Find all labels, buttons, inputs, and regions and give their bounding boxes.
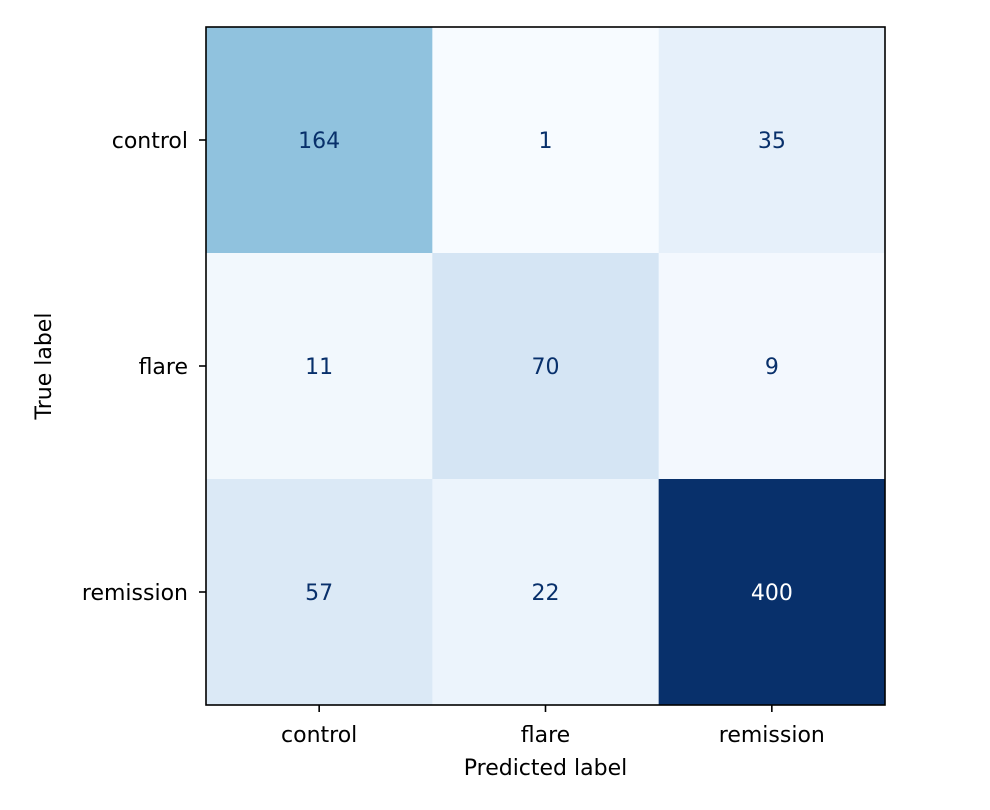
heatmap-cell-value: 1 (539, 129, 553, 154)
heatmap-cell (432, 253, 660, 480)
heatmap-cell (206, 27, 433, 254)
heatmap-cell-value: 9 (765, 355, 779, 380)
heatmap-cell (432, 27, 660, 254)
heatmap-cell-value: 57 (305, 581, 333, 606)
heatmap-cell-labels: 164 1 35 11 70 9 57 22 400 (298, 129, 793, 606)
heatmap-cell-value: 400 (751, 581, 793, 606)
heatmap-cell (206, 479, 433, 706)
y-axis-ticks: control flare remission (82, 129, 206, 606)
heatmap-cell (432, 479, 660, 706)
x-tick-label: flare (521, 723, 570, 748)
heatmap-cell-value: 22 (532, 581, 560, 606)
heatmap-cell (658, 479, 886, 706)
y-tick-label: remission (82, 581, 188, 606)
heatmap-cell (206, 253, 433, 480)
x-axis-ticks: control flare remission (281, 705, 825, 748)
x-tick-label: control (281, 723, 357, 748)
y-axis-label: True label (32, 313, 57, 421)
heatmap-cells (206, 27, 886, 706)
heatmap-cell (658, 27, 886, 254)
heatmap-cell (658, 253, 886, 480)
heatmap-cell-value: 11 (305, 355, 333, 380)
y-tick-label: flare (139, 355, 188, 380)
x-axis-label: Predicted label (464, 756, 627, 781)
heatmap-cell-value: 164 (298, 129, 340, 154)
x-tick-label: remission (719, 723, 825, 748)
y-tick-label: control (112, 129, 188, 154)
heatmap-cell-value: 35 (758, 129, 786, 154)
heatmap-cell-value: 70 (532, 355, 560, 380)
